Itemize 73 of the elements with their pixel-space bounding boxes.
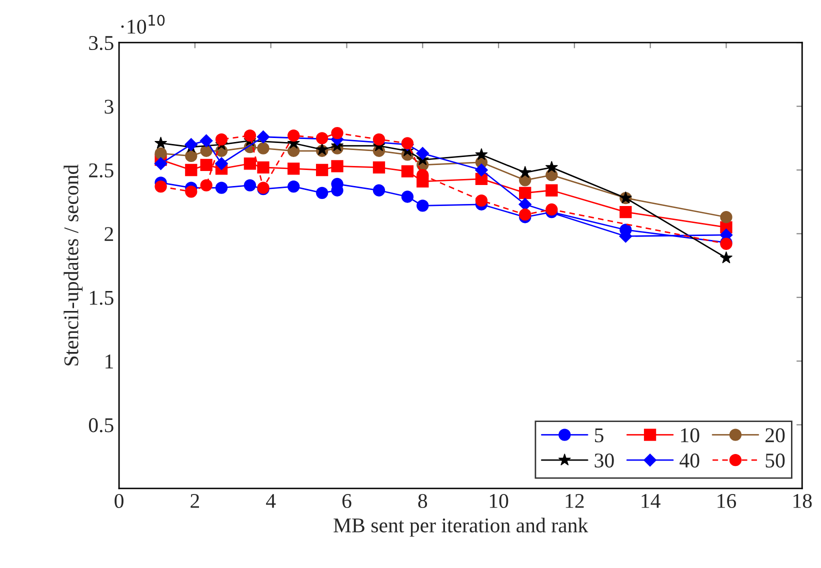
y-tick-label: 2 xyxy=(104,227,114,241)
y-tick-label: 2.5 xyxy=(89,163,114,178)
x-tick-label: 10 xyxy=(490,494,508,508)
point xyxy=(316,186,328,199)
point xyxy=(244,179,256,192)
point xyxy=(620,206,632,218)
point xyxy=(401,165,414,178)
y-axis-title: Stencil-updates / second xyxy=(64,164,83,366)
x-tick-label: 6 xyxy=(342,494,352,508)
point xyxy=(372,133,386,146)
point xyxy=(546,184,558,196)
point xyxy=(288,162,300,175)
point xyxy=(475,148,488,160)
point xyxy=(185,164,198,176)
x-tick-label: 4 xyxy=(266,494,276,508)
x-tick-label: 18 xyxy=(794,494,812,508)
point xyxy=(154,180,167,193)
x-tick-label: 12 xyxy=(566,494,584,508)
point xyxy=(200,134,213,148)
point xyxy=(154,147,167,160)
legend-label: 5 xyxy=(594,428,604,442)
point xyxy=(416,200,429,212)
point xyxy=(372,184,386,196)
point xyxy=(288,180,300,193)
point xyxy=(215,182,228,194)
point xyxy=(372,161,386,174)
point xyxy=(720,251,733,264)
point xyxy=(416,147,430,160)
point xyxy=(401,190,414,203)
point xyxy=(185,150,198,162)
legend-label: 20 xyxy=(766,428,785,442)
point xyxy=(244,158,256,170)
legend-label: 30 xyxy=(594,454,614,468)
y-tick-label: 1 xyxy=(106,354,113,368)
point xyxy=(185,186,198,198)
y-tick-label: 3 xyxy=(104,100,114,114)
point xyxy=(518,166,532,178)
x-tick-label: 0 xyxy=(114,494,124,508)
point xyxy=(518,198,532,211)
point xyxy=(154,157,168,170)
point xyxy=(154,136,168,149)
point xyxy=(316,164,328,176)
legend-label: 40 xyxy=(680,454,700,468)
point xyxy=(200,179,212,192)
point xyxy=(316,132,328,144)
point xyxy=(331,126,344,140)
point xyxy=(720,211,732,224)
point xyxy=(331,160,344,172)
legend-label: 10 xyxy=(681,428,700,442)
point xyxy=(256,130,270,144)
y-tick-label: 1.5 xyxy=(90,290,114,305)
point xyxy=(546,203,558,216)
point xyxy=(519,186,532,199)
point xyxy=(244,130,256,142)
legend-label: 50 xyxy=(766,454,785,468)
x-tick-label: 16 xyxy=(718,494,736,508)
y-tick-label: 3.5 xyxy=(89,36,114,50)
point xyxy=(200,158,212,171)
x-tick-label: 8 xyxy=(418,494,428,508)
point xyxy=(215,133,228,146)
y-tick-label: 0.5 xyxy=(88,418,114,432)
point xyxy=(519,208,532,221)
point xyxy=(545,160,558,173)
point xyxy=(475,194,488,207)
point xyxy=(215,157,228,170)
x-axis-title: MB sent per iteration and rank xyxy=(334,518,588,537)
point xyxy=(257,142,270,154)
point xyxy=(257,161,270,174)
point xyxy=(288,130,300,142)
x-tick-label: 14 xyxy=(642,494,660,508)
text: ·10$^{10}$ xyxy=(121,14,165,34)
x-tick-label: 2 xyxy=(190,494,199,508)
point xyxy=(475,164,488,176)
